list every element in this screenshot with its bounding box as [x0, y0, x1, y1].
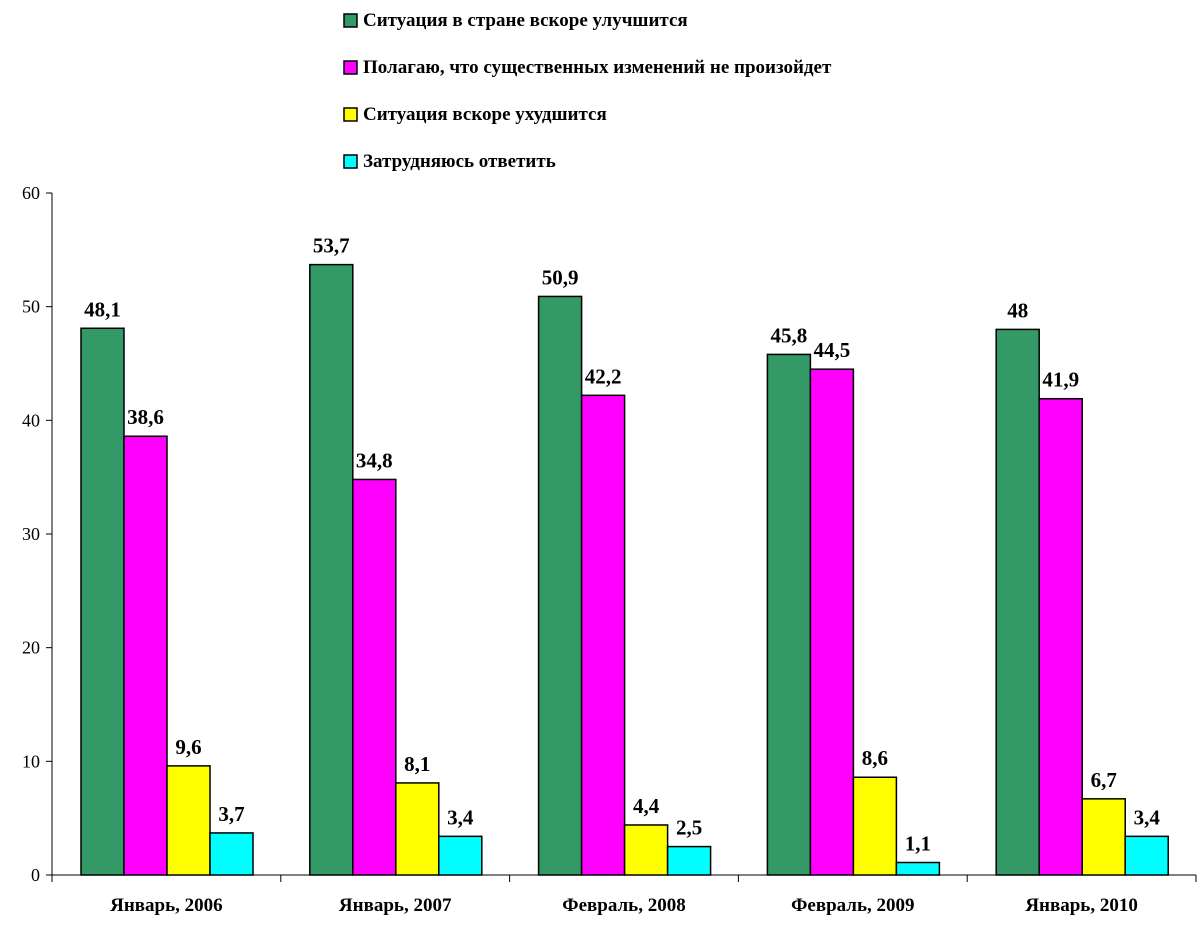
legend: Ситуация в стране вскоре улучшится Полага…: [343, 10, 832, 172]
data-label: 53,7: [313, 234, 350, 258]
x-tick-label: Январь, 2006: [110, 895, 223, 916]
bar: [623, 824, 669, 876]
data-label: 6,7: [1091, 768, 1117, 792]
legend-label: Затрудняюсь ответить: [363, 151, 556, 172]
data-label: 8,6: [862, 746, 888, 770]
data-label: 3,4: [1134, 805, 1161, 829]
data-label: 2,5: [676, 816, 702, 840]
bar: [166, 765, 211, 876]
legend-swatch: [343, 154, 358, 169]
legend-entry: Ситуация в стране вскоре улучшится: [343, 10, 688, 31]
legend-swatch: [343, 13, 358, 28]
y-tick-label: 20: [22, 638, 40, 658]
y-tick-label: 40: [22, 410, 40, 430]
y-tick-label: 50: [22, 297, 40, 317]
bar: [309, 263, 354, 876]
y-tick-label: 0: [31, 865, 40, 885]
x-tick-label: Февраль, 2009: [791, 895, 914, 916]
data-label: 1,1: [905, 831, 931, 855]
data-label: 9,6: [175, 735, 201, 759]
y-tick-label: 30: [22, 524, 40, 544]
legend-label: Ситуация вскоре ухудшится: [363, 104, 607, 125]
data-label: 8,1: [404, 752, 430, 776]
bar: [1038, 397, 1083, 876]
data-label: 4,4: [633, 794, 660, 818]
bar: [352, 478, 397, 876]
data-label: 44,5: [814, 338, 851, 362]
data-labels: 48,1 53,7 50,9 45,8 48 38,6 34,8 42,2 44,5 41,9 9,…: [84, 234, 1160, 856]
legend-swatch: [343, 107, 358, 122]
legend-entry: Ситуация вскоре ухудшится: [343, 104, 607, 125]
data-label: 50,9: [542, 265, 579, 289]
bar: [809, 368, 855, 876]
bar: [209, 832, 254, 876]
legend-swatch: [343, 60, 358, 75]
legend-label: Полагаю, что существенных изменений не п…: [363, 57, 832, 78]
x-tick-label: Январь, 2007: [339, 895, 452, 916]
legend-entry: Затрудняюсь ответить: [343, 151, 556, 172]
data-label: 38,6: [127, 405, 164, 429]
data-label: 42,2: [585, 364, 622, 388]
data-label: 45,8: [771, 323, 808, 347]
bar: [895, 861, 941, 876]
data-label: 34,8: [356, 448, 393, 472]
data-label: 48,1: [84, 297, 121, 321]
bar: [80, 327, 125, 876]
bar: [395, 782, 440, 876]
legend-label: Ситуация в стране вскоре улучшится: [363, 10, 688, 31]
axes: 0 10 20 30 40 50 60 Январь, 2006 Январь, 2007 Фев…: [22, 183, 1197, 916]
bar: [1081, 798, 1126, 876]
bar: [666, 845, 712, 876]
bar: [438, 835, 483, 876]
x-tick-label: Февраль, 2008: [562, 895, 685, 916]
y-tick-label: 60: [22, 183, 40, 203]
bar: [852, 776, 898, 876]
data-label: 3,7: [218, 802, 244, 826]
data-label: 41,9: [1042, 368, 1079, 392]
bar: [766, 353, 812, 876]
y-tick-label: 10: [22, 751, 40, 771]
legend-entry: Полагаю, что существенных изменений не п…: [343, 57, 832, 78]
bar: [580, 394, 626, 876]
bar: [995, 328, 1040, 876]
x-tick-label: Январь, 2010: [1025, 895, 1138, 916]
bar: [123, 435, 168, 876]
data-label: 48: [1007, 298, 1028, 322]
bar: [1124, 835, 1169, 876]
data-label: 3,4: [447, 805, 474, 829]
bars: [80, 263, 1169, 876]
bar: [537, 295, 583, 876]
